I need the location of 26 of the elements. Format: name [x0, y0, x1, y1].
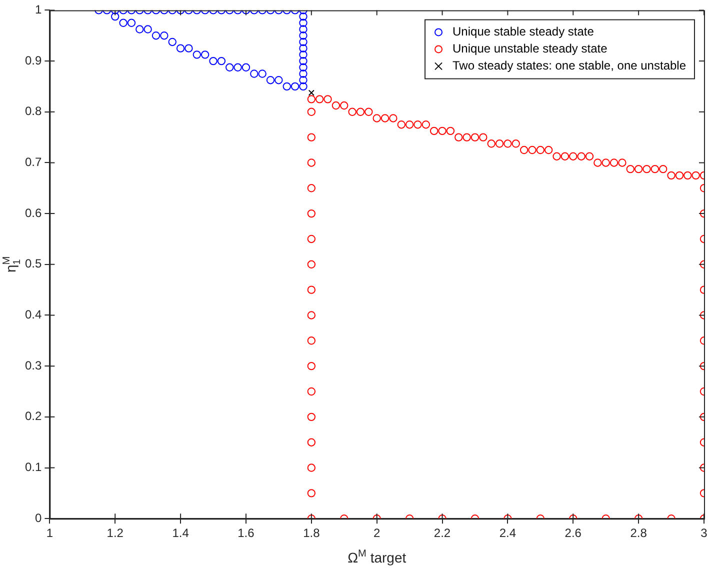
x-tick-label: 2.2 [434, 526, 451, 540]
x-tick-label: 1 [46, 526, 54, 540]
legend-label: Two steady states: one stable, one unstable [452, 58, 686, 73]
x-tick-label: 1.8 [303, 526, 320, 540]
x-tick-label: 2 [373, 526, 380, 540]
legend-label: Unique unstable steady state [452, 42, 608, 56]
x-tick-label: 2.8 [630, 526, 648, 540]
x-tick-label: 2.4 [499, 526, 516, 540]
x-tick-label: 2.6 [564, 526, 582, 540]
y-tick-label: 0.1 [24, 460, 42, 474]
y-tick-label: 0.5 [24, 256, 42, 271]
y-tick-label: 0.4 [24, 308, 42, 322]
legend-label: Unique stable steady state [452, 24, 594, 39]
y-tick-label: 0.9 [24, 53, 42, 68]
y-tick-label: 0.7 [24, 155, 42, 170]
y-tick-label: 0 [34, 510, 42, 525]
x-tick-label: 3 [700, 526, 708, 540]
y-tick-label: 0.2 [24, 409, 42, 424]
y-tick-label: 0.3 [24, 358, 42, 372]
y-tick-label: 1 [34, 2, 42, 17]
x-tick-label: 1.2 [106, 526, 124, 540]
y-axis-title: η1M [1, 256, 23, 272]
y-tick-label: 0.6 [24, 206, 42, 220]
x-tick-label: 1.4 [172, 526, 190, 540]
x-tick-label: 1.6 [238, 526, 255, 540]
y-tick-label: 0.8 [24, 104, 42, 118]
